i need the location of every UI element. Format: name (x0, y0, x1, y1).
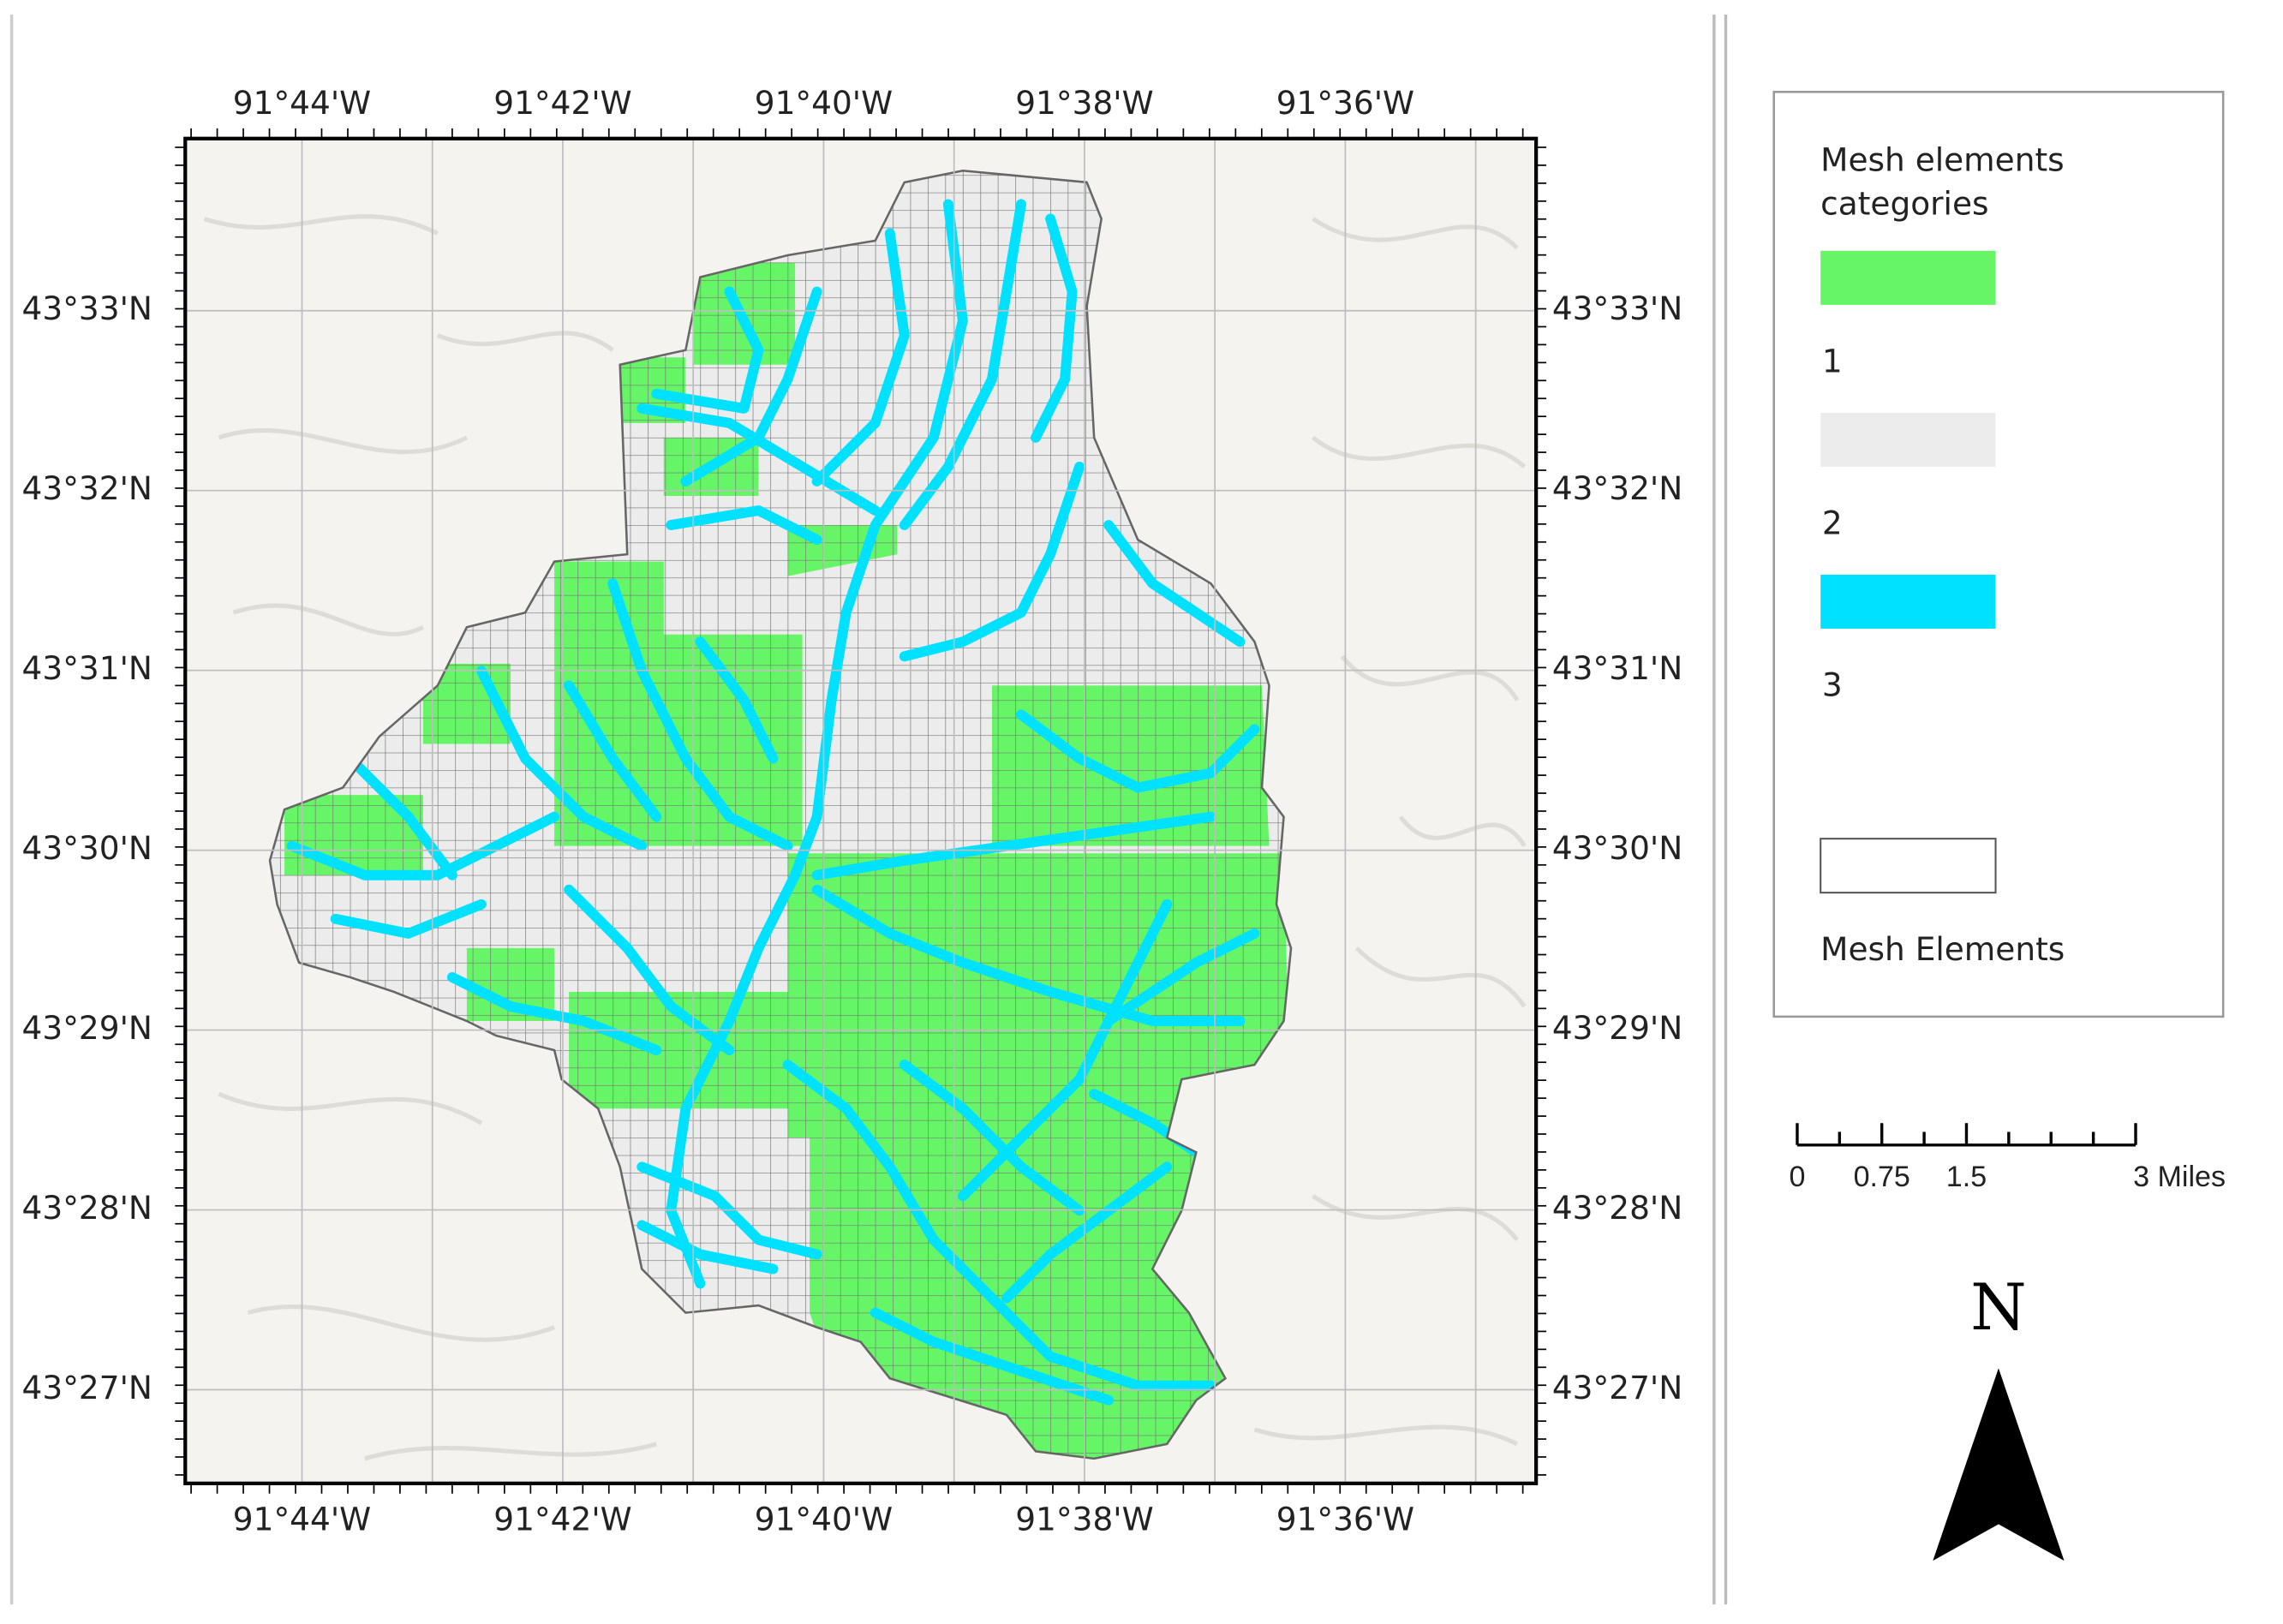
latitude-label: 43°28'N (1552, 1189, 1682, 1227)
latitude-label: 43°30'N (1552, 829, 1682, 867)
longitude-label: 91°44'W (233, 1501, 371, 1538)
longitude-label: 91°42'W (493, 1501, 631, 1538)
legend-title: categories (1820, 185, 1988, 223)
scale-label: 0 (1789, 1161, 1805, 1193)
watershed-outline (268, 169, 1293, 1460)
latitude-label: 43°32'N (1552, 469, 1682, 507)
longitude-label: 91°40'W (755, 84, 893, 122)
latitude-label: 43°30'N (22, 829, 152, 867)
map-area (185, 138, 1537, 1484)
longitude-label: 91°36'W (1276, 84, 1414, 122)
longitude-label: 91°38'W (1015, 1501, 1153, 1538)
legend-label: Mesh Elements (1820, 930, 2065, 968)
longitude-label: 91°36'W (1276, 1501, 1414, 1538)
latitude-label: 43°27'N (22, 1369, 152, 1406)
legend-title: Mesh elements (1820, 141, 2064, 179)
frame-ticks (175, 128, 1547, 1494)
longitude-label: 91°44'W (233, 84, 371, 122)
legend-label: 3 (1822, 666, 1843, 704)
latitude-label: 43°31'N (1552, 649, 1682, 687)
longitude-label: 91°38'W (1015, 84, 1153, 122)
legend-swatch (1820, 250, 1996, 305)
north-arrow (1933, 1368, 2065, 1561)
longitude-label: 91°40'W (755, 1501, 893, 1538)
latitude-label: 43°27'N (1552, 1369, 1682, 1406)
scale-label: 3 Miles (2133, 1161, 2226, 1193)
scale-bar: 0 0.75 1.5 3 Miles (1789, 1123, 2226, 1193)
latitude-label: 43°29'N (22, 1009, 152, 1047)
longitude-label: 91°42'W (493, 84, 631, 122)
legend-swatch (1820, 574, 1996, 629)
latitude-label: 43°33'N (1552, 290, 1682, 327)
legend-label: 2 (1822, 505, 1843, 542)
legend-swatch (1820, 412, 1996, 467)
coordinate-labels: 91°44'W 91°44'W 91°42'W 91°42'W 91°40'W 91°40… (22, 84, 1683, 1538)
latitude-label: 43°31'N (22, 649, 152, 687)
north-label: N (1970, 1269, 2027, 1345)
legend-swatch (1820, 838, 1997, 894)
legend-label: 1 (1822, 343, 1843, 380)
latitude-label: 43°33'N (22, 290, 152, 327)
latitude-label: 43°32'N (22, 469, 152, 507)
category-3-streams (286, 199, 1260, 1406)
latitude-label: 43°29'N (1552, 1009, 1682, 1047)
hillshade-relief (203, 214, 1527, 1461)
scale-label: 1.5 (1946, 1161, 1987, 1193)
graticule (185, 138, 1537, 1484)
scale-label: 0.75 (1854, 1161, 1910, 1193)
latitude-label: 43°28'N (22, 1189, 152, 1227)
legend: Mesh elements categories 1 2 3 Mesh Elements (1820, 141, 2065, 968)
